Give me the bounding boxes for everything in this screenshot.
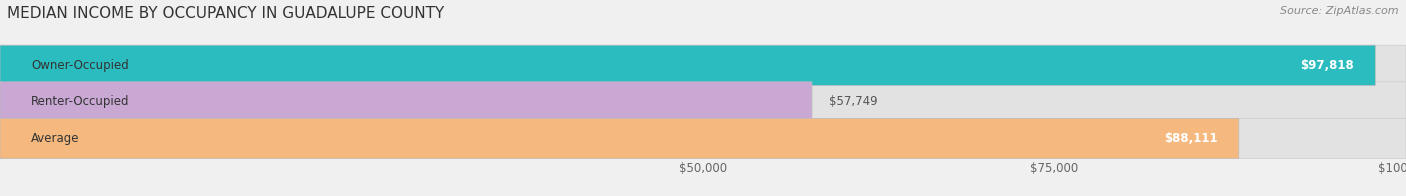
- FancyBboxPatch shape: [0, 118, 1406, 159]
- Text: $57,749: $57,749: [828, 95, 877, 108]
- FancyBboxPatch shape: [0, 45, 1406, 85]
- Text: $88,111: $88,111: [1164, 132, 1218, 145]
- FancyBboxPatch shape: [0, 45, 1375, 85]
- FancyBboxPatch shape: [0, 82, 1406, 122]
- Text: $97,818: $97,818: [1301, 59, 1354, 72]
- Text: Owner-Occupied: Owner-Occupied: [31, 59, 129, 72]
- FancyBboxPatch shape: [0, 118, 1239, 159]
- Text: Renter-Occupied: Renter-Occupied: [31, 95, 129, 108]
- FancyBboxPatch shape: [0, 82, 811, 122]
- Text: Source: ZipAtlas.com: Source: ZipAtlas.com: [1281, 6, 1399, 16]
- Text: MEDIAN INCOME BY OCCUPANCY IN GUADALUPE COUNTY: MEDIAN INCOME BY OCCUPANCY IN GUADALUPE …: [7, 6, 444, 21]
- Text: Average: Average: [31, 132, 79, 145]
